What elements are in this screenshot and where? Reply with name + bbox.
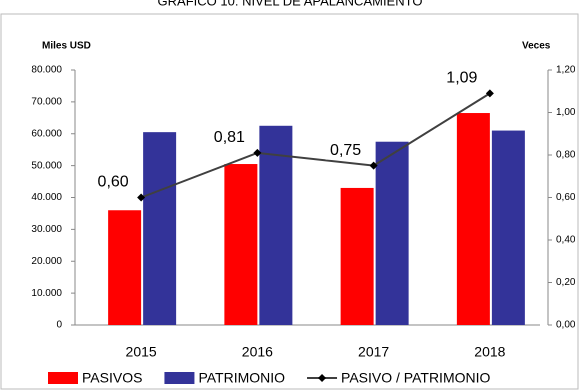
chart-title: GRÁFICO 10: NIVEL DE APALANCAMIENTO (158, 0, 423, 8)
bar (108, 210, 142, 325)
marker (137, 193, 146, 202)
legend-label: PASIVOS (82, 370, 142, 386)
value-label: 0,75 (330, 142, 361, 159)
x-tick-label: 2017 (358, 344, 389, 360)
y2-tick-label: 0,80 (556, 150, 576, 161)
value-label-bg (209, 126, 250, 147)
value-label: 1,09 (446, 70, 477, 87)
y-tick-label: 30.000 (31, 224, 62, 235)
y-tick-label: 0 (56, 320, 62, 331)
marker (369, 161, 378, 170)
x-tick-label: 2016 (242, 344, 273, 360)
y-tick-label: 10.000 (31, 288, 62, 299)
value-label: 0,60 (98, 174, 129, 191)
bar (143, 132, 177, 325)
y2-tick-label: 1,00 (556, 107, 576, 118)
y2-tick-label: 0,60 (556, 192, 576, 203)
y-tick-label: 80.000 (31, 65, 62, 76)
y2-axis-label: Veces (522, 41, 551, 52)
line (140, 92, 491, 199)
x-tick-label: 2018 (474, 344, 505, 360)
value-label-bg (441, 67, 482, 88)
y-tick-label: 20.000 (31, 256, 62, 267)
y2-tick-label: 0,40 (556, 235, 576, 246)
x-tick-label: 2015 (126, 344, 157, 360)
chart-frame (0, 13, 579, 390)
y2-tick-label: 1,20 (556, 65, 576, 76)
y2-tick-label: 0,00 (556, 320, 576, 331)
y-axis-label: Miles USD (42, 41, 91, 52)
y-tick-label: 60.000 (31, 128, 62, 139)
value-label: 0,81 (214, 129, 245, 146)
legend-label: PASIVO / PATRIMONIO (341, 370, 490, 386)
legend-swatch (164, 372, 195, 384)
y-tick-label: 40.000 (31, 192, 62, 203)
bar (375, 141, 409, 325)
y-tick-label: 70.000 (31, 97, 62, 108)
bar (340, 187, 374, 325)
value-label-bg (93, 171, 134, 192)
legend-swatch (48, 372, 78, 384)
marker (485, 89, 494, 98)
bar (491, 130, 525, 325)
y-tick-label: 50.000 (31, 160, 62, 171)
bar (259, 125, 293, 325)
y2-tick-label: 0,20 (556, 277, 576, 288)
value-label-bg (325, 139, 366, 160)
bar (224, 164, 258, 325)
legend-marker (318, 374, 327, 382)
bar (456, 113, 490, 325)
marker (253, 148, 262, 157)
legend-label: PATRIMONIO (198, 370, 285, 386)
